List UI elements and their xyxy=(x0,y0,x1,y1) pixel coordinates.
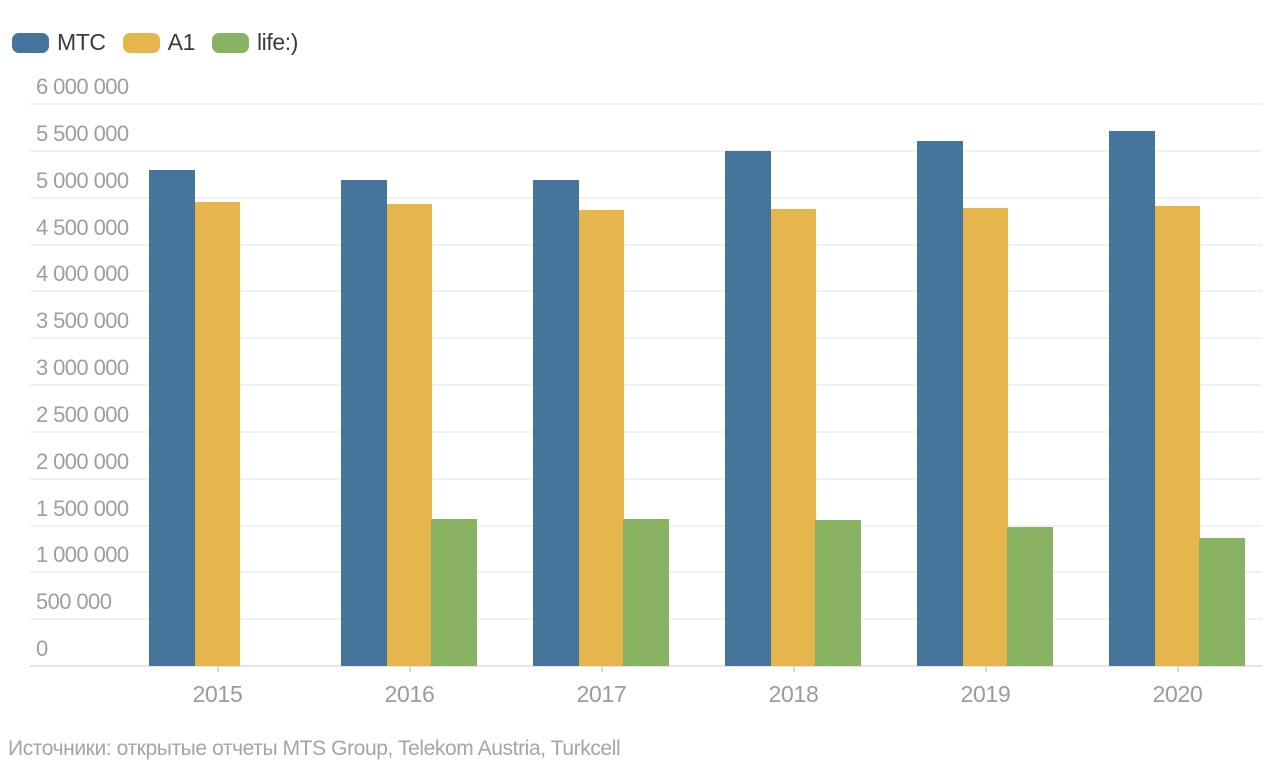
y-axis-label: 5 000 000 xyxy=(36,167,129,193)
bar-A1-2020 xyxy=(1154,206,1200,666)
gridline xyxy=(30,384,1262,386)
legend-label-mts: МТС xyxy=(57,29,106,55)
gridline xyxy=(30,477,1262,480)
gridline xyxy=(30,337,1262,340)
x-axis-label-2016: 2016 xyxy=(384,681,435,707)
x-axis-label-2018: 2018 xyxy=(768,681,819,707)
bar-A1-2015 xyxy=(194,202,240,666)
y-axis-label: 3 000 000 xyxy=(36,355,129,380)
bar-МТС-2019 xyxy=(917,141,963,666)
bar-A1-2016 xyxy=(386,204,432,666)
x-tick-mark xyxy=(600,666,603,672)
bar-life:)-2019 xyxy=(1007,527,1053,666)
bar-МТС-2015 xyxy=(149,169,195,666)
gridline xyxy=(30,149,1262,152)
legend-item-a1: A1 xyxy=(122,29,196,56)
y-axis-label: 3 500 000 xyxy=(36,308,129,334)
legend-item-life: life:) xyxy=(211,29,299,56)
bar-life:)-2018 xyxy=(815,519,861,666)
x-tick-mark xyxy=(408,666,411,672)
legend-label-life: life:) xyxy=(256,29,299,55)
bar-A1-2019 xyxy=(962,207,1008,666)
gridline xyxy=(30,430,1262,433)
legend-swatch-a1 xyxy=(122,32,160,53)
gridline xyxy=(30,196,1262,199)
y-axis-label: 2 000 000 xyxy=(36,448,129,474)
x-axis-line xyxy=(30,665,1262,667)
gridline xyxy=(30,243,1262,246)
gridline xyxy=(30,290,1262,293)
source-note: Источники: открытые отчеты MTS Group, Te… xyxy=(8,737,621,760)
bar-life:)-2016 xyxy=(431,518,477,666)
bar-A1-2018 xyxy=(770,208,816,666)
x-tick-mark xyxy=(216,666,219,672)
x-axis-label-2020: 2020 xyxy=(1152,681,1203,707)
gridline xyxy=(30,103,1262,105)
x-axis-label-2015: 2015 xyxy=(192,681,243,707)
x-tick-mark xyxy=(1176,666,1179,672)
legend-swatch-life xyxy=(211,32,249,53)
y-axis-label: 1 500 000 xyxy=(36,495,129,521)
y-axis-label: 6 000 000 xyxy=(36,74,129,99)
y-axis-label: 0 xyxy=(36,636,48,661)
y-axis-label: 4 500 000 xyxy=(36,214,129,240)
bar-life:)-2017 xyxy=(623,518,669,666)
x-tick-mark xyxy=(792,666,795,672)
bar-life:)-2020 xyxy=(1199,537,1245,666)
x-tick-mark xyxy=(984,666,987,672)
y-axis-label: 2 500 000 xyxy=(36,401,129,427)
y-axis-label: 500 000 xyxy=(36,589,112,615)
legend-item-mts: МТС xyxy=(12,29,106,56)
legend-swatch-mts xyxy=(12,32,49,53)
y-axis-label: 1 000 000 xyxy=(36,542,129,568)
y-axis-label: 4 000 000 xyxy=(36,261,129,287)
chart-legend: МТС A1 life:) xyxy=(12,29,298,56)
legend-label-a1: A1 xyxy=(167,29,196,55)
y-axis-label: 5 500 000 xyxy=(36,120,129,146)
bar-МТС-2018 xyxy=(725,150,771,666)
bar-МТС-2016 xyxy=(341,179,387,666)
bar-МТС-2020 xyxy=(1109,131,1155,666)
bar-A1-2017 xyxy=(578,209,624,666)
x-axis-label-2019: 2019 xyxy=(960,681,1011,707)
bar-МТС-2017 xyxy=(533,179,579,666)
x-axis-label-2017: 2017 xyxy=(576,681,627,707)
